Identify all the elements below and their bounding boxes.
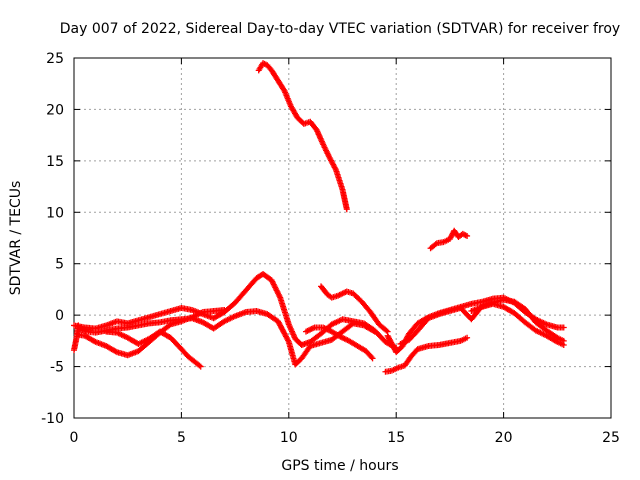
x-tick-label: 25 [602,430,620,446]
series-track-h [382,334,471,375]
data-point-fill [432,241,439,248]
y-tick-label: -5 [50,360,64,376]
y-tick-label: 5 [55,257,64,273]
data-point [560,324,567,331]
data-point [221,307,228,313]
y-tick-label: 10 [46,205,64,221]
data-point [197,363,204,370]
data-point-fill [112,348,119,355]
data-point [560,341,567,348]
y-tick-label: 0 [55,308,64,324]
y-tick-label: 15 [46,154,64,170]
data-point [75,322,82,329]
y-tick-label: -10 [41,411,64,427]
data-point-fill [462,232,469,239]
x-axis-title: GPS time / hours [281,458,398,474]
x-tick-label: 15 [387,430,405,446]
x-tick-label: 20 [495,430,513,446]
chart-title: Day 007 of 2022, Sidereal Day-to-day VTE… [60,21,620,37]
series-track-b [75,308,378,368]
series-track-d [103,328,204,370]
y-axis-title: SDTVAR / TECUs [8,181,24,296]
x-tick-label: 5 [177,430,186,446]
series-track-j [397,296,567,347]
data-point-fill [196,362,203,369]
x-tick-labels: 0 5 10 15 20 25 [70,430,620,446]
y-tick-labels: -10 -5 0 5 10 15 20 25 [41,51,64,427]
series-track-m [71,322,82,354]
grid [74,58,611,418]
data-point [464,334,471,341]
series-track-e [255,60,350,213]
data-point [464,232,471,239]
y-tick-label: 20 [46,102,64,118]
series-track-g [302,324,376,362]
series-track-l [427,227,471,252]
axis-ticks [73,57,612,419]
data-point [371,328,378,335]
series-track-f [318,283,391,335]
x-tick-label: 0 [70,430,79,446]
plot-frame [73,57,612,419]
data-point-fill [461,231,468,238]
series-track-k [468,300,567,348]
data-point-fill [383,327,390,334]
data-point [343,206,350,213]
data-point-fill [368,354,375,361]
data-points [71,60,567,375]
y-tick-label: 25 [46,51,64,67]
series-track-a [71,271,400,352]
x-tick-label: 10 [280,430,298,446]
data-point-fill [370,327,377,334]
data-point [369,355,376,362]
